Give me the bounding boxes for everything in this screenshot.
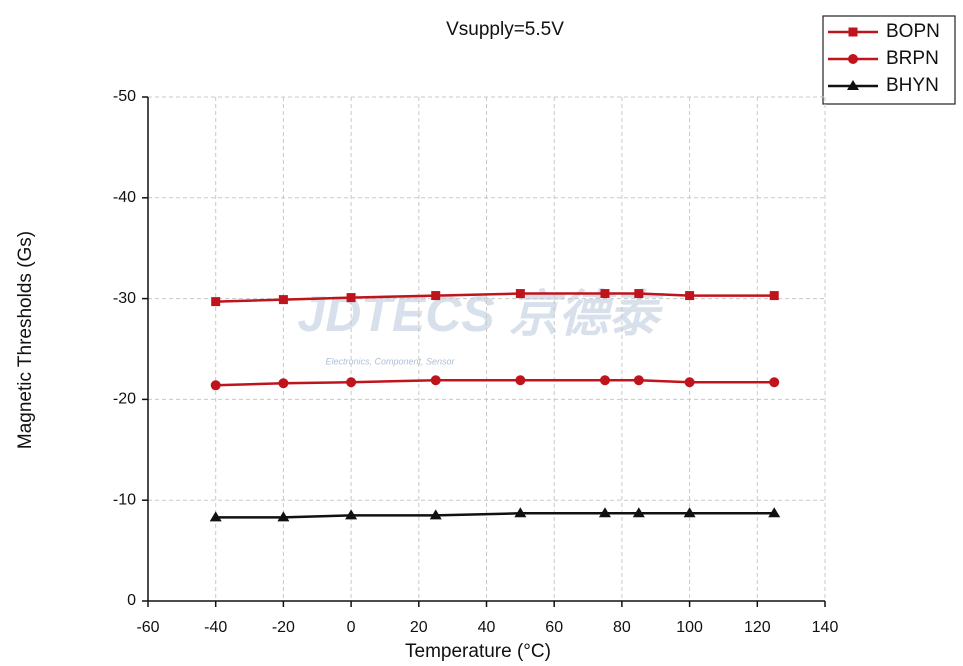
marker xyxy=(346,377,357,388)
marker xyxy=(346,293,356,303)
marker xyxy=(684,377,695,388)
marker xyxy=(634,289,644,299)
y-tick-label: -40 xyxy=(113,189,136,206)
y-tick-label: -50 xyxy=(113,88,136,105)
x-tick-label: 40 xyxy=(478,619,496,636)
marker xyxy=(277,511,290,522)
marker xyxy=(632,507,645,518)
x-tick-label: 80 xyxy=(613,619,631,636)
x-tick-label: -60 xyxy=(136,619,159,636)
marker xyxy=(515,289,525,299)
marker xyxy=(429,509,442,520)
marker xyxy=(211,297,221,307)
marker xyxy=(599,375,610,386)
legend-label: BOPN xyxy=(886,21,940,42)
marker xyxy=(514,507,527,518)
y-tick-label: -20 xyxy=(113,391,136,408)
marker xyxy=(278,295,288,305)
marker xyxy=(515,375,526,386)
x-tick-label: 60 xyxy=(545,619,563,636)
marker xyxy=(278,378,289,389)
marker xyxy=(430,375,441,386)
marker xyxy=(685,291,695,301)
x-tick-label: 100 xyxy=(676,619,703,636)
y-axis-label: Magnetic Thresholds (Gs) xyxy=(15,231,36,449)
legend-label: BHYN xyxy=(886,75,939,96)
legend-label: BRPN xyxy=(886,48,939,69)
marker xyxy=(768,507,781,518)
x-tick-label: 140 xyxy=(812,619,839,636)
x-tick-label: -40 xyxy=(204,619,227,636)
x-axis-label: Temperature (°C) xyxy=(405,641,551,661)
marker xyxy=(431,291,441,301)
marker xyxy=(769,377,780,388)
marker xyxy=(633,375,644,386)
x-tick-label: 120 xyxy=(744,619,771,636)
marker xyxy=(209,511,222,522)
marker xyxy=(848,54,858,64)
marker xyxy=(345,509,358,520)
y-tick-label: 0 xyxy=(127,592,136,609)
x-tick-label: 20 xyxy=(410,619,428,636)
watermark-subtitle: Electronics, Component, Sensor xyxy=(325,356,455,366)
marker xyxy=(210,380,221,391)
y-tick-label: -30 xyxy=(113,290,136,307)
marker xyxy=(600,289,610,299)
chart-title: Vsupply=5.5V xyxy=(446,19,564,40)
marker xyxy=(848,27,858,37)
x-tick-label: 0 xyxy=(347,619,356,636)
marker xyxy=(847,80,859,90)
marker xyxy=(683,507,696,518)
marker xyxy=(598,507,611,518)
x-tick-label: -20 xyxy=(272,619,295,636)
y-tick-label: -10 xyxy=(113,491,136,508)
marker xyxy=(769,291,779,301)
